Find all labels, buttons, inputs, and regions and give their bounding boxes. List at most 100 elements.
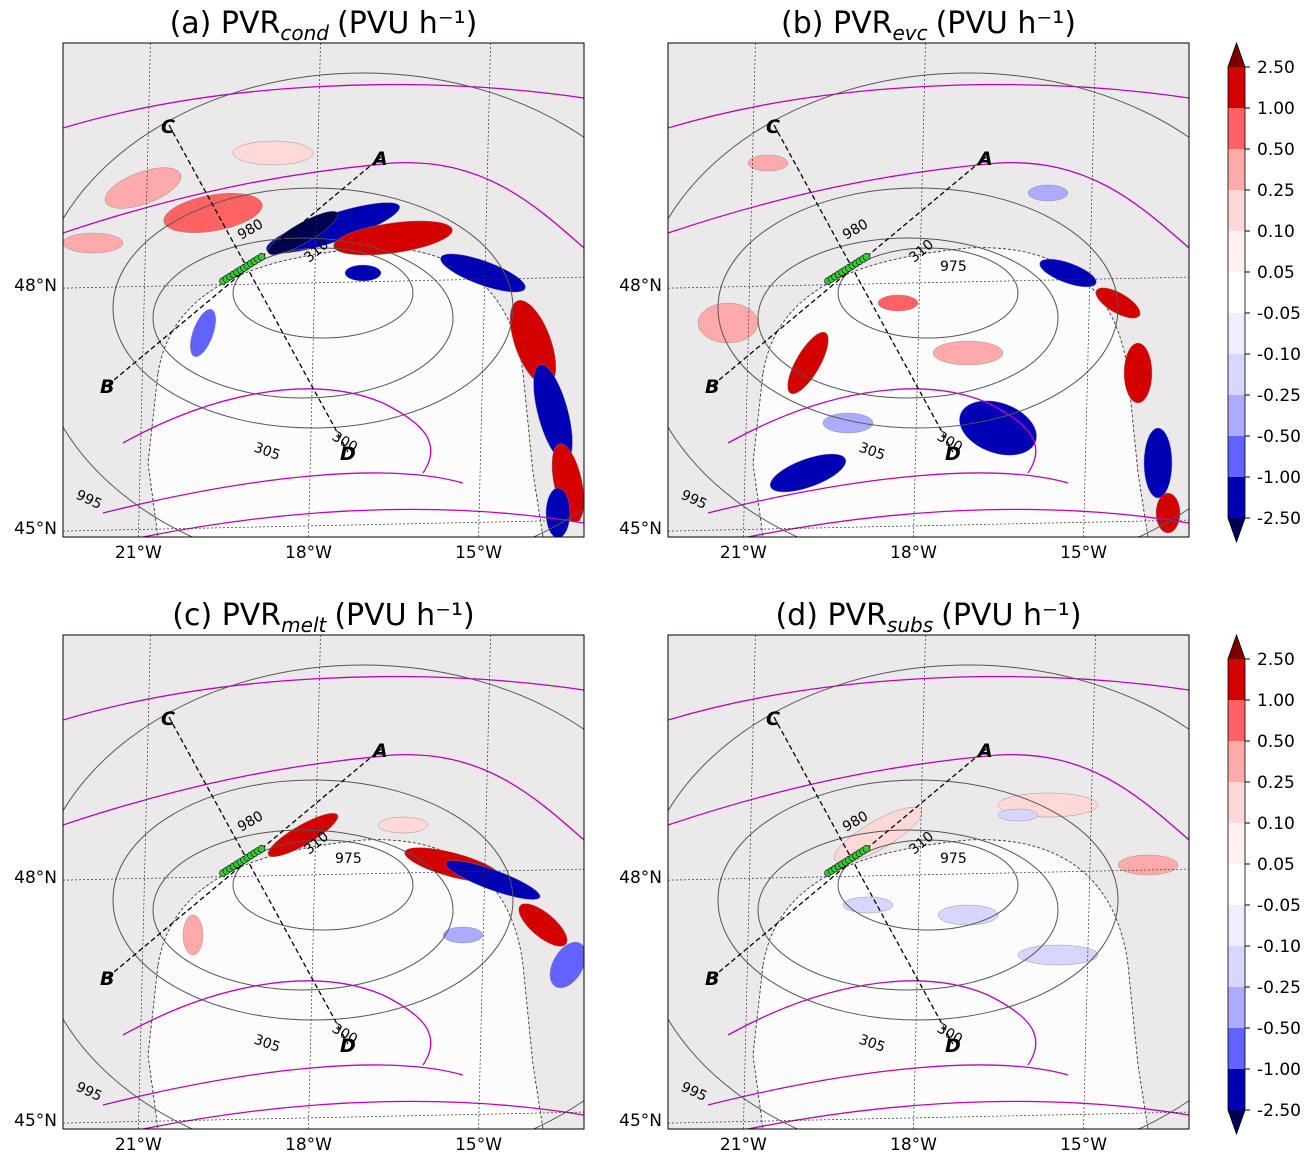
lat-tick-label: 48°N xyxy=(619,276,662,296)
colorbar-extension xyxy=(1228,518,1245,542)
lat-tick-label: 45°N xyxy=(14,1111,57,1131)
colorbar-tick-label: 0.10 xyxy=(1257,222,1295,242)
colorbar-segment xyxy=(1228,313,1245,354)
pv-blob xyxy=(1018,945,1098,965)
lon-tick-label: 21°W xyxy=(720,1135,767,1153)
section-label: A xyxy=(976,740,993,762)
title-units: (PVU h⁻¹) xyxy=(941,598,1081,633)
colorbar-tick-label: 2.50 xyxy=(1257,58,1295,78)
pv-blob xyxy=(843,897,893,913)
lat-tick-label: 45°N xyxy=(14,519,57,539)
panel-title: (d) PVRsubs(PVU h⁻¹) xyxy=(775,598,1081,637)
title-text: (b) PVR xyxy=(781,6,892,41)
lat-tick-label: 45°N xyxy=(619,1111,662,1131)
colorbar: 2.501.000.500.250.100.05-0.05-0.10-0.25-… xyxy=(1228,635,1301,1134)
title-units: (PVU h⁻¹) xyxy=(936,6,1076,41)
lon-tick-label: 18°W xyxy=(890,543,937,563)
title-subscript: melt xyxy=(281,613,327,637)
pv-blob xyxy=(1124,343,1152,403)
colorbar-tick-label: -0.25 xyxy=(1257,386,1301,406)
colorbar-segment xyxy=(1228,782,1245,823)
lon-tick-label: 21°W xyxy=(115,1135,162,1153)
pv-blob xyxy=(938,905,998,925)
figure: ABCD98099530530031048°N45°N21°W18°W15°W(… xyxy=(0,0,1314,1153)
colorbar-segment xyxy=(1228,354,1245,395)
colorbar-segment xyxy=(1228,67,1245,108)
colorbar-segment xyxy=(1228,1028,1245,1069)
lat-tick-label: 48°N xyxy=(619,868,662,888)
title-subscript: subs xyxy=(887,613,933,637)
colorbar-segment xyxy=(1228,108,1245,149)
pv-blob xyxy=(378,817,428,833)
pv-blob xyxy=(698,303,758,343)
colorbar: 2.501.000.500.250.100.05-0.05-0.10-0.25-… xyxy=(1228,43,1301,542)
title-text: (a) PVR xyxy=(170,6,281,41)
lat-tick-label: 48°N xyxy=(14,276,57,296)
colorbar-tick-label: -0.25 xyxy=(1257,978,1301,998)
colorbar-tick-label: -0.50 xyxy=(1257,427,1301,447)
observation-point xyxy=(258,253,265,260)
colorbar-tick-label: -2.50 xyxy=(1257,509,1301,529)
colorbar-segment xyxy=(1228,149,1245,190)
map-panel: ABCD98097599530530031048°N 45°N 21°W 18°W 15… xyxy=(14,598,693,1153)
pv-blob xyxy=(63,233,123,253)
lat-tick-label: 45°N xyxy=(619,519,662,539)
pv-blob xyxy=(1028,185,1068,201)
title-units: (PVU h⁻¹) xyxy=(334,598,474,633)
title-text: (c) PVR xyxy=(172,598,281,633)
colorbar-segment xyxy=(1228,659,1245,700)
pv-blob xyxy=(183,915,203,955)
observation-point xyxy=(258,845,265,852)
colorbar-tick-label: 0.25 xyxy=(1257,773,1295,793)
contour-label: 975 xyxy=(335,851,362,867)
colorbar-tick-label: 0.10 xyxy=(1257,814,1295,834)
colorbar-segment xyxy=(1228,1069,1245,1110)
colorbar-tick-label: -0.05 xyxy=(1257,304,1301,324)
map-content: ABCD980975995305300310 xyxy=(638,43,1298,573)
section-label: B xyxy=(705,376,719,398)
panel-title: (c) PVRmelt (PVU h⁻¹) xyxy=(172,598,474,637)
pv-blob xyxy=(1118,855,1178,875)
map-content: ABCD980975995305300310 xyxy=(638,635,1298,1153)
colorbar-tick-label: -0.10 xyxy=(1257,937,1301,957)
colorbar-tick-label: -1.00 xyxy=(1257,468,1301,488)
lon-tick-label: 18°W xyxy=(890,1135,937,1153)
pv-blob xyxy=(233,141,313,165)
lon-tick-label: 21°W xyxy=(720,543,767,563)
colorbar-tick-label: 2.50 xyxy=(1257,650,1295,670)
colorbar-tick-label: -0.05 xyxy=(1257,896,1301,916)
panel-title: (a) PVRcond(PVU h⁻¹) xyxy=(170,6,478,45)
lon-tick-label: 15°W xyxy=(455,1135,502,1153)
lon-tick-label: 18°W xyxy=(285,1135,332,1153)
section-label: B xyxy=(705,968,719,990)
title-subscript: evc xyxy=(892,21,927,45)
pv-blob xyxy=(933,341,1003,365)
section-label: A xyxy=(976,148,993,170)
colorbar-segment xyxy=(1228,700,1245,741)
lon-tick-label: 15°W xyxy=(1060,1135,1107,1153)
colorbar-tick-label: 1.00 xyxy=(1257,99,1295,119)
panel-title: (b) PVRevc (PVU h⁻¹) xyxy=(781,6,1076,45)
section-label: C xyxy=(766,116,780,138)
pv-blob xyxy=(998,809,1038,821)
colorbar-tick-label: 0.50 xyxy=(1257,140,1295,160)
pv-blob xyxy=(1144,428,1172,498)
contour-label: 975 xyxy=(940,851,967,867)
colorbar-extension xyxy=(1228,1110,1245,1134)
colorbar-tick-label: -2.50 xyxy=(1257,1101,1301,1121)
section-label: C xyxy=(766,708,780,730)
colorbar-extension xyxy=(1228,43,1245,67)
section-label: B xyxy=(100,376,114,398)
colorbar-tick-label: 0.05 xyxy=(1257,855,1295,875)
colorbar-segment xyxy=(1228,987,1245,1028)
pv-blob xyxy=(878,295,918,311)
section-label: C xyxy=(161,116,175,138)
map-content: ABCD980975995305300310 xyxy=(33,635,693,1153)
colorbar-segment xyxy=(1228,946,1245,987)
colorbar-tick-label: -0.10 xyxy=(1257,345,1301,365)
section-label: A xyxy=(371,148,388,170)
colorbar-tick-label: 0.50 xyxy=(1257,732,1295,752)
colorbar-segment xyxy=(1228,905,1245,946)
